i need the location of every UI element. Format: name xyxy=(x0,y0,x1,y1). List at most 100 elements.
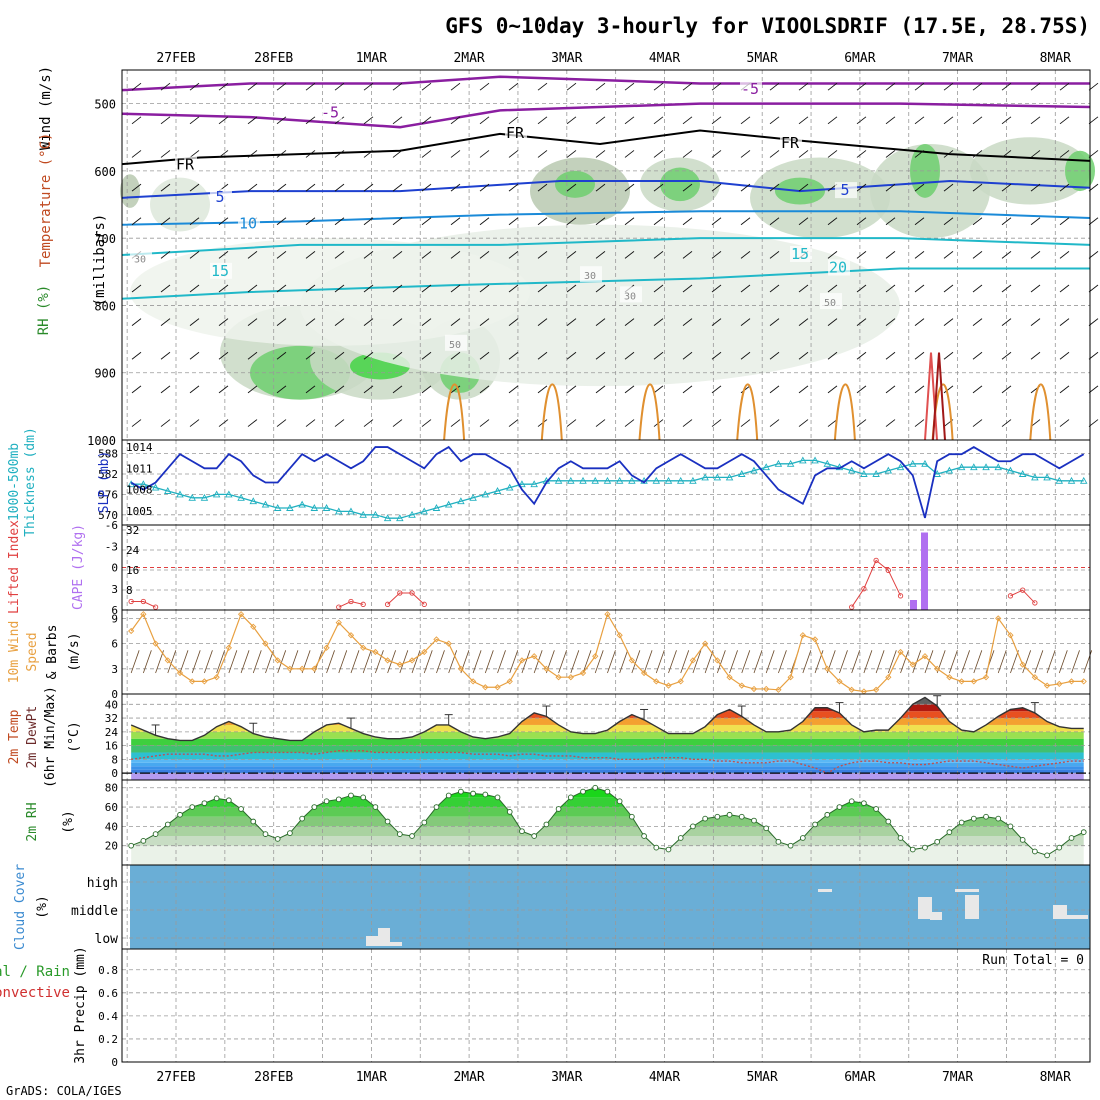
run-total-label: Run Total = 0 xyxy=(982,953,1084,968)
cloud-cover-bar xyxy=(378,928,390,946)
wind-barb xyxy=(276,351,287,360)
contour-level-label: 5 xyxy=(215,188,224,206)
wind-barb-10m xyxy=(191,650,201,674)
upper-wind-label: Wind (m/s) xyxy=(38,66,54,150)
slp-tick: 1014 xyxy=(126,441,153,454)
temp-band xyxy=(131,697,1084,705)
wind-speed-point xyxy=(872,686,880,693)
wind-barb xyxy=(914,419,925,427)
rh-point xyxy=(885,818,892,825)
thickness-point xyxy=(1067,476,1076,484)
wind-barb xyxy=(943,351,954,360)
wind-barb xyxy=(1001,318,1012,326)
date-tick-top: 7MAR xyxy=(942,51,973,66)
level-label-bg xyxy=(580,266,602,283)
wind-barb xyxy=(421,82,432,91)
wind-speed-point xyxy=(1068,678,1075,685)
wind-speed-point xyxy=(579,669,587,677)
date-tick-bottom: 27FEB xyxy=(156,1070,195,1085)
rh-point xyxy=(799,835,806,841)
wind-barb xyxy=(943,251,954,259)
wind-barb-10m xyxy=(362,650,372,674)
thickness-point xyxy=(286,504,294,511)
wind-barb xyxy=(537,217,548,226)
wind-barb-10m xyxy=(826,650,836,674)
level-label-bg xyxy=(130,249,152,266)
wind-barb xyxy=(624,116,635,125)
wind-speed-point xyxy=(750,685,758,693)
rh-point xyxy=(274,836,281,842)
wind-barb xyxy=(160,217,171,226)
thickness-point xyxy=(188,493,196,501)
rh-point xyxy=(409,833,415,839)
lifted-index-point xyxy=(897,593,904,599)
wind-barb xyxy=(334,251,345,259)
rh-point xyxy=(543,821,550,828)
wind-barb xyxy=(1059,116,1070,125)
thickness-point xyxy=(872,470,880,477)
contour-level-label: 20 xyxy=(829,258,847,276)
wind-barb xyxy=(798,385,809,394)
wind-barb xyxy=(450,318,461,326)
upper-rh-label: RH (%) xyxy=(36,285,52,336)
rh-point xyxy=(128,842,135,849)
wind-barb xyxy=(450,385,461,394)
rh-point xyxy=(873,806,879,812)
date-tick-bottom: 5MAR xyxy=(747,1070,778,1085)
temp-tick: 0 xyxy=(111,767,118,780)
wind-barb xyxy=(711,251,722,259)
thickness-point xyxy=(139,480,148,488)
wind-barb xyxy=(537,251,548,259)
isotherm-line xyxy=(121,237,1091,256)
wind-barb-10m xyxy=(1034,650,1044,674)
wind-barb xyxy=(160,251,171,259)
thickness-point xyxy=(896,463,905,471)
thickness-point xyxy=(762,463,770,471)
wind-barb xyxy=(1059,419,1070,427)
wind-barb xyxy=(537,284,548,293)
date-tick-bottom: 4MAR xyxy=(649,1070,680,1085)
level-label-bg xyxy=(828,259,850,276)
temp-band xyxy=(131,718,1084,725)
rh-point xyxy=(1044,852,1050,859)
wind-barb xyxy=(450,217,461,226)
wind-speed-point xyxy=(164,657,171,664)
wind-barb xyxy=(392,150,403,158)
lifted-index-point xyxy=(873,557,879,564)
wind-barb xyxy=(595,318,606,326)
thickness-point xyxy=(750,466,758,474)
wind-barb xyxy=(827,251,838,259)
cape-tick: 16 xyxy=(126,564,139,577)
wind-barb xyxy=(305,419,316,427)
thickness-point xyxy=(615,476,624,484)
wind-barb-10m xyxy=(265,650,274,674)
wind-speed-point xyxy=(384,657,391,664)
wind-barb xyxy=(1001,150,1012,158)
wind-speed-point xyxy=(567,674,574,681)
wind-speed-point xyxy=(152,640,159,647)
wind-barb xyxy=(856,351,867,360)
thickness-point xyxy=(811,456,819,464)
wind-barb xyxy=(682,217,693,226)
wind-speed-point xyxy=(811,636,819,643)
wind-barb xyxy=(769,318,780,326)
wind10-label: 10m Wind xyxy=(7,621,22,684)
wind-barb-10m xyxy=(1058,650,1068,674)
precip-tick: 0.2 xyxy=(98,1033,118,1046)
cloud-cover-bar xyxy=(918,897,932,919)
contour-level-label: 30 xyxy=(134,254,146,265)
rh-point xyxy=(201,800,208,807)
wind-barb-10m xyxy=(900,650,909,674)
wind-barb xyxy=(653,217,664,226)
wind-barb-10m xyxy=(179,650,189,674)
temp-band xyxy=(131,773,1084,780)
wind-barb xyxy=(131,217,142,226)
wind-speed-point xyxy=(347,632,355,639)
rh-point xyxy=(677,835,684,841)
upper-temp-label: Temperature (°C) xyxy=(38,133,54,268)
convective-contour xyxy=(1029,383,1052,441)
wind-barb-10m xyxy=(399,650,409,674)
cape-tick: 8 xyxy=(126,584,133,597)
temp2m-label: 2m Temp xyxy=(7,709,22,764)
wind-barb xyxy=(653,150,664,158)
